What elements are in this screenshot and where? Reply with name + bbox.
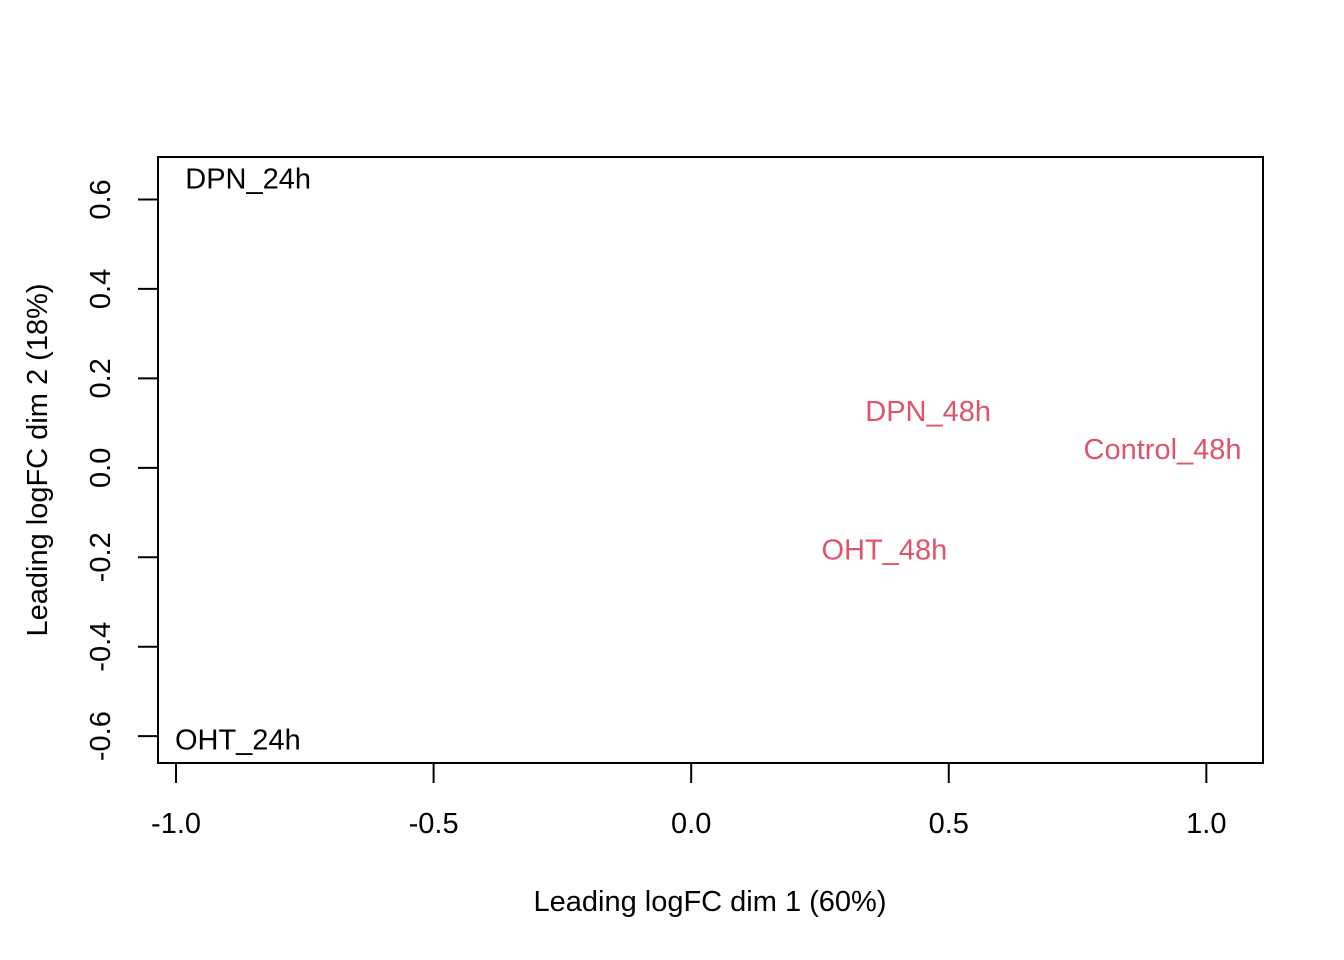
y-tick-label: -0.4: [85, 622, 117, 672]
x-tick-label: 1.0: [1186, 808, 1226, 840]
x-tick-label: 0.0: [671, 808, 711, 840]
x-tick-label: -1.0: [151, 808, 201, 840]
y-tick-label: -0.6: [85, 711, 117, 761]
y-axis: -0.6 -0.4 -0.2 0.0 0.2 0.4 0.6: [85, 179, 159, 761]
point-label: DPN_48h: [865, 396, 991, 428]
y-tick-label: -0.2: [85, 532, 117, 582]
point-label: OHT_48h: [821, 535, 947, 567]
x-axis: -1.0 -0.5 0.0 0.5 1.0: [151, 762, 1226, 840]
y-tick-label: 0.0: [85, 448, 117, 488]
point-label: OHT_24h: [175, 725, 301, 757]
y-tick-label: 0.4: [85, 269, 117, 309]
x-tick-label: 0.5: [929, 808, 969, 840]
x-axis-label: Leading logFC dim 1 (60%): [533, 886, 886, 918]
y-axis-label: Leading logFC dim 2 (18%): [22, 283, 54, 636]
x-tick-label: -0.5: [409, 808, 459, 840]
y-tick-label: 0.2: [85, 358, 117, 398]
point-label: Control_48h: [1084, 434, 1242, 466]
y-tick-label: 0.6: [85, 179, 117, 219]
sample-labels: DPN_24h OHT_24h DPN_48h Control_48h OHT_48h: [175, 163, 1242, 756]
point-label: DPN_24h: [185, 163, 311, 195]
